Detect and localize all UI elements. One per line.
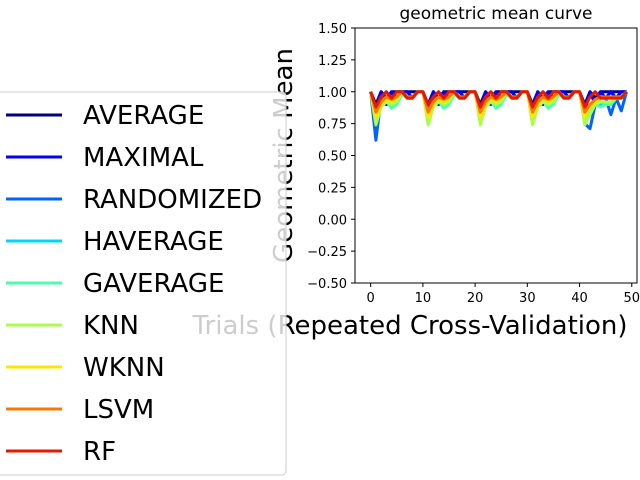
legend-label-maximal: MAXIMAL [83, 143, 204, 173]
legend-label-wknn: WKNN [83, 353, 165, 383]
legend: AVERAGE MAXIMAL RANDOMIZED HAVERAGE GAVERAGE… [0, 91, 287, 476]
x-tick-label: 30 [519, 291, 536, 306]
legend-label-rf: RF [83, 437, 116, 467]
legend-label-randomized: RANDOMIZED [83, 185, 262, 215]
y-tick-label: −0.25 [307, 245, 347, 260]
series-line-rf [369, 90, 628, 109]
chart-title: geometric mean curve [399, 4, 592, 24]
legend-label-knn: KNN [83, 311, 139, 341]
y-tick-label: 0.75 [318, 118, 347, 133]
legend-label-haverage: HAVERAGE [83, 227, 224, 257]
legend-label-lsvm: LSVM [83, 395, 154, 425]
x-tick-label: 10 [415, 291, 432, 306]
y-tick-label: 1.25 [318, 54, 347, 69]
x-tick-label: 20 [467, 291, 484, 306]
y-tick-label: 0.25 [318, 181, 347, 196]
y-tick-label: 0.50 [318, 150, 347, 165]
x-tick-label: 40 [571, 291, 588, 306]
legend-label-gaverage: GAVERAGE [83, 269, 224, 299]
y-tick-label: 1.50 [318, 22, 347, 37]
plot-frame [354, 27, 638, 284]
legend-box [0, 91, 287, 476]
legend-label-average: AVERAGE [83, 101, 204, 131]
y-tick-label: 1.00 [318, 86, 347, 101]
y-tick-label: −0.50 [307, 277, 347, 292]
y-tick-label: 0.00 [318, 213, 347, 228]
x-tick-label: 50 [624, 291, 640, 306]
x-tick-label: 0 [367, 291, 375, 306]
